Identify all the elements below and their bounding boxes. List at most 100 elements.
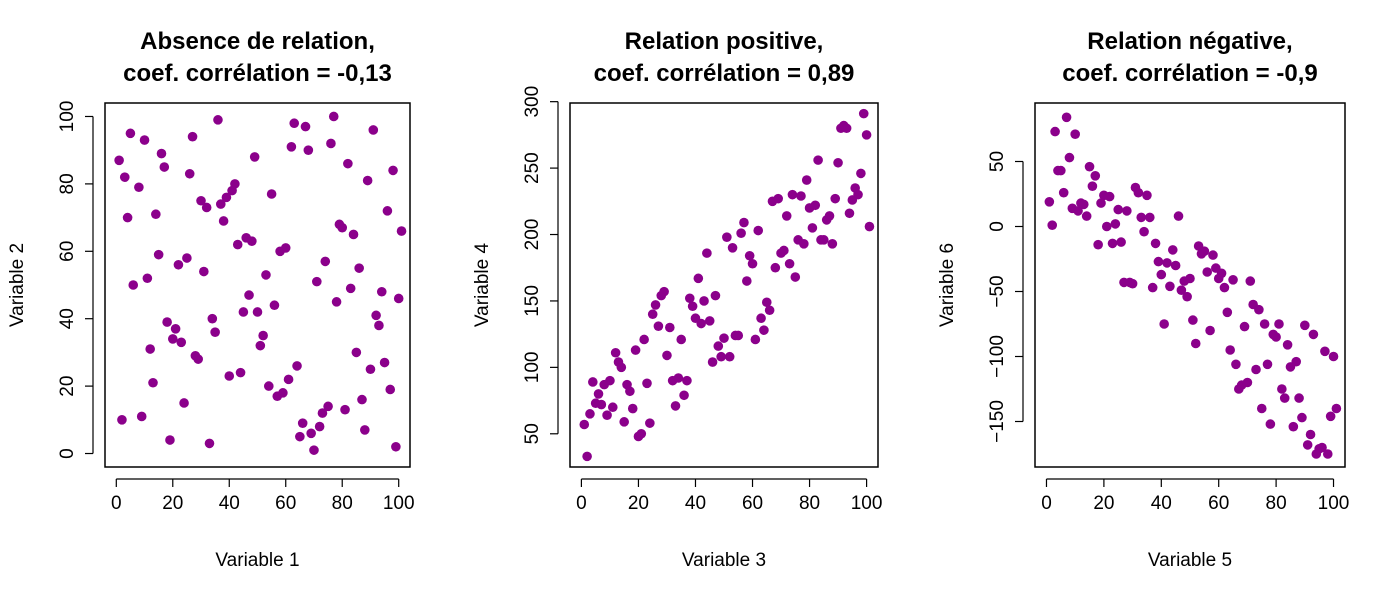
data-point: [117, 415, 127, 425]
data-point: [176, 337, 187, 348]
data-point: [162, 317, 172, 327]
data-point: [1317, 442, 1327, 453]
data-point: [249, 152, 260, 162]
data-point: [1133, 187, 1144, 198]
data-point: [807, 223, 818, 233]
data-point: [824, 211, 835, 221]
data-point: [340, 404, 350, 415]
data-point: [385, 384, 396, 395]
data-point: [764, 305, 775, 316]
data-point: [639, 334, 649, 345]
data-point: [306, 428, 316, 439]
data-point: [153, 249, 164, 260]
data-point: [292, 361, 302, 371]
data-point: [861, 130, 872, 140]
data-point: [1170, 260, 1181, 271]
chart-title-line-2: coef. corrélation = -0,9: [1062, 60, 1317, 87]
data-point: [379, 357, 390, 368]
data-point: [1101, 221, 1112, 232]
data-point: [753, 225, 764, 236]
data-point: [1185, 273, 1195, 284]
data-point: [645, 418, 655, 428]
x-tick-label: 100: [1318, 493, 1350, 514]
plot-frame: [569, 102, 879, 468]
data-point: [761, 297, 772, 308]
data-point: [799, 239, 809, 249]
data-point: [1320, 346, 1330, 357]
data-point: [653, 321, 664, 331]
data-point: [1225, 345, 1235, 355]
data-point: [365, 364, 376, 375]
data-point: [596, 399, 607, 410]
data-point: [724, 351, 735, 362]
y-tick-label: 20: [57, 376, 78, 397]
data-point: [156, 148, 167, 159]
data-point: [303, 145, 314, 155]
data-point: [337, 222, 348, 233]
data-point: [119, 172, 130, 182]
y-tick-label: 40: [57, 308, 78, 329]
data-point: [368, 125, 379, 135]
data-point: [833, 157, 843, 168]
data-point: [1251, 364, 1261, 375]
data-point: [841, 123, 852, 134]
data-point: [1245, 276, 1256, 286]
data-point: [326, 138, 336, 149]
data-point: [784, 258, 795, 269]
data-point: [1159, 319, 1169, 329]
chart-title-line-1: Absence de relation,: [140, 28, 375, 55]
data-point: [1239, 321, 1250, 332]
data-point: [699, 296, 709, 306]
data-point: [742, 276, 752, 286]
x-tick-label: 80: [1266, 493, 1287, 514]
data-point: [328, 111, 339, 122]
data-point: [750, 334, 761, 345]
data-point: [710, 290, 721, 301]
data-point: [388, 165, 398, 176]
data-point: [1277, 384, 1287, 394]
data-point: [756, 313, 766, 324]
data-point: [317, 408, 328, 418]
data-point: [148, 377, 158, 388]
data-point: [1182, 291, 1192, 302]
y-tick-label: 200: [522, 219, 543, 251]
data-point: [636, 428, 647, 439]
data-point: [142, 273, 153, 284]
data-point: [647, 309, 658, 320]
data-point: [662, 350, 672, 361]
data-point: [796, 191, 806, 201]
data-point: [278, 388, 288, 398]
data-point: [255, 340, 266, 351]
data-point: [790, 272, 801, 282]
data-point: [719, 333, 729, 343]
data-point: [1305, 429, 1316, 440]
x-tick-label: 100: [383, 493, 415, 514]
data-point: [727, 243, 738, 253]
data-point: [1199, 246, 1210, 256]
data-point: [218, 216, 229, 226]
data-point: [1242, 377, 1253, 388]
data-point: [312, 276, 322, 287]
data-point: [393, 293, 404, 304]
data-point: [810, 200, 821, 211]
data-point: [354, 263, 364, 273]
data-point: [289, 118, 300, 129]
data-point: [1322, 449, 1333, 459]
data-point: [170, 324, 181, 334]
data-point: [602, 410, 612, 420]
data-point: [693, 273, 704, 284]
data-point: [1222, 307, 1233, 318]
y-tick-label: 50: [987, 151, 1008, 172]
data-point: [670, 401, 681, 411]
x-tick-label: 0: [111, 493, 122, 514]
data-point: [1061, 112, 1072, 123]
data-point: [173, 259, 184, 270]
data-point: [224, 371, 235, 381]
data-point: [1274, 319, 1284, 329]
data-point: [579, 419, 590, 430]
data-point: [856, 168, 866, 179]
y-tick-label: 0: [987, 221, 1008, 232]
data-point: [167, 334, 178, 344]
data-point: [182, 253, 192, 263]
